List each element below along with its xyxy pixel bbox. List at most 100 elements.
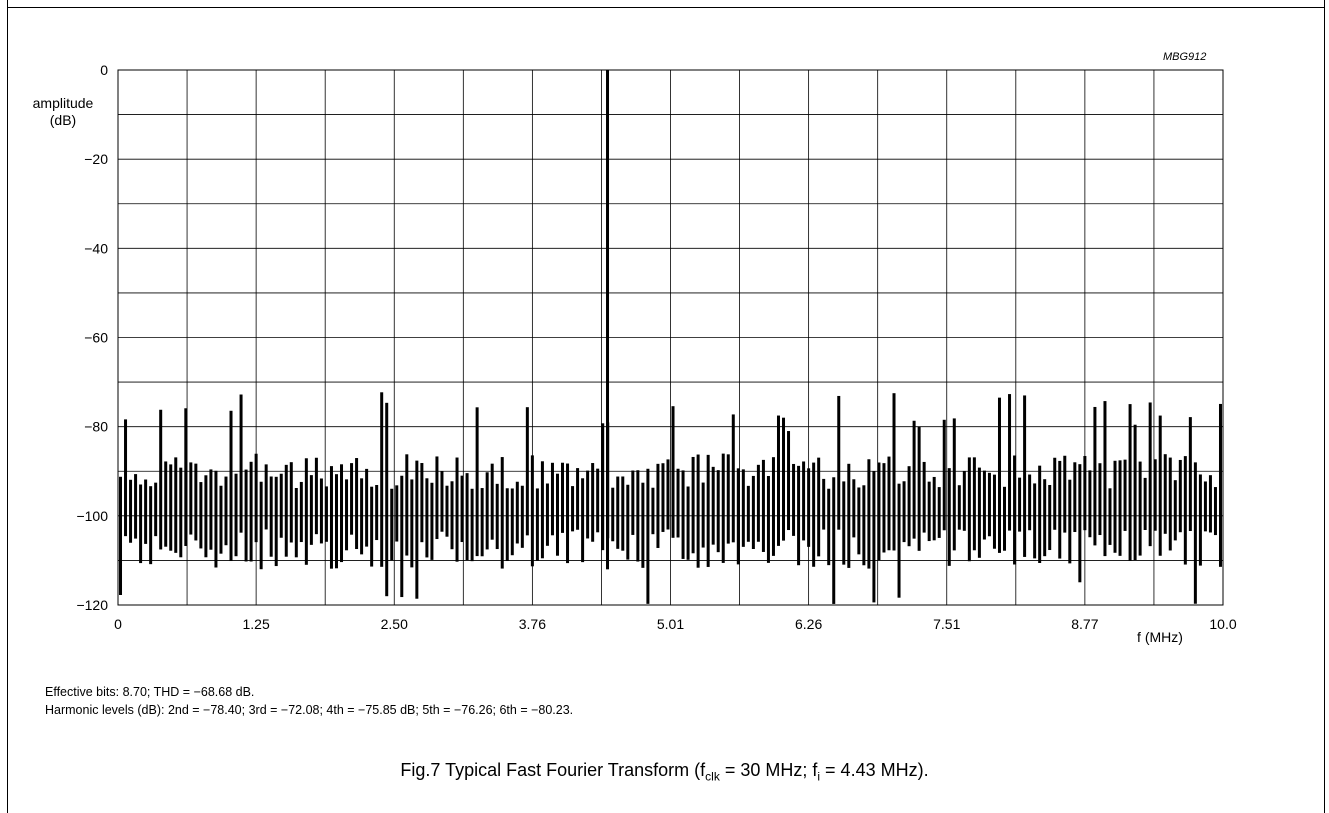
spectrum-bar (264, 464, 268, 530)
spectrum-bar (355, 458, 359, 550)
spectrum-bar (345, 479, 349, 551)
spectrum-bar (159, 409, 163, 550)
spectrum-bar (319, 478, 323, 544)
spectrum-bar (942, 419, 946, 531)
spectrum-bar (862, 485, 866, 566)
spectrum-bar (244, 469, 248, 562)
x-tick-label: 2.50 (381, 616, 408, 632)
spectrum-bar (676, 468, 680, 538)
spectrum-bar (1083, 456, 1087, 531)
spectrum-bar (601, 423, 605, 551)
spectrum-bar (390, 488, 394, 561)
spectrum-bar (164, 461, 168, 547)
spectrum-bar (440, 471, 444, 532)
spectrum-bar (259, 481, 263, 570)
spectrum-bar (761, 459, 765, 552)
spectrum-bar (566, 463, 570, 564)
spectrum-bar (329, 466, 333, 569)
spectrum-bar (1123, 459, 1127, 531)
spectrum-bar (646, 468, 650, 604)
grid (117, 69, 1224, 606)
spectrum-bar (1138, 461, 1142, 556)
spectrum-bar (666, 459, 670, 530)
figure-frame-top (7, 7, 1325, 8)
spectrum-bar (746, 485, 750, 542)
spectrum-bar (214, 470, 218, 568)
spectrum-bar (591, 463, 595, 542)
spectrum-bar (1108, 488, 1112, 545)
spectrum-bar (249, 461, 253, 562)
spectrum-bars (119, 70, 1222, 604)
y-tick-label: −80 (84, 419, 108, 435)
x-tick-label: 0 (114, 616, 122, 632)
spectrum-bar (661, 463, 665, 532)
spectrum-bar (1103, 401, 1107, 557)
x-axis-label: f (MHz) (1137, 629, 1183, 645)
spectrum-bar (515, 481, 519, 544)
spectrum-bar (1033, 483, 1037, 559)
spectrum-bar (119, 476, 123, 595)
spectrum-bar (1173, 480, 1177, 541)
spectrum-bar (239, 394, 243, 533)
spectrum-bar (385, 402, 389, 597)
spectrum-bar (545, 483, 549, 546)
spectrum-bar (852, 479, 856, 538)
spectrum-bar (505, 488, 509, 562)
spectrum-bar (1018, 477, 1022, 532)
harmonic-levels-note: Harmonic levels (dB): 2nd = −78.40; 3rd … (45, 703, 574, 717)
spectrum-bar (1068, 479, 1072, 564)
spectrum-bar (947, 468, 951, 566)
spectrum-bar (822, 478, 826, 530)
spectrum-bar (375, 484, 379, 541)
spectrum-bar (405, 454, 409, 556)
fundamental-bar (606, 70, 610, 570)
spectrum-bar (254, 453, 258, 543)
spectrum-bar (1148, 402, 1152, 547)
caption-suffix: = 4.43 MHz). (820, 760, 929, 780)
spectrum-bar (842, 481, 846, 565)
spectrum-bar (1028, 474, 1032, 531)
spectrum-bar (997, 397, 1001, 553)
spectrum-bar (1093, 406, 1097, 546)
spectrum-bar (812, 462, 816, 567)
spectrum-bar (1113, 460, 1117, 553)
spectrum-bar (410, 479, 414, 568)
axis-labels: 0 −20 −40 −60 −80 −100 −120 0 1.25 2.50 3.76 5.01 6.… (33, 62, 1237, 645)
spectrum-bar (716, 470, 720, 553)
spectrum-bar (987, 472, 991, 537)
spectrum-bar (1038, 465, 1042, 563)
spectrum-bar (169, 464, 173, 551)
spectrum-bar (1163, 454, 1167, 534)
spectrum-bar (234, 473, 238, 557)
spectrum-bar (154, 482, 158, 537)
spectrum-bar (792, 463, 796, 536)
spectrum-bar (711, 466, 715, 545)
spectrum-bar (586, 470, 590, 539)
caption-clk-sub: clk (705, 769, 720, 784)
spectrum-bar (360, 478, 364, 555)
spectrum-bar (797, 465, 801, 566)
spectrum-bar (1043, 479, 1047, 557)
y-tick-label: −100 (76, 508, 108, 524)
spectrum-bar (807, 468, 811, 547)
spectrum-bar (1048, 484, 1052, 551)
spectrum-bar (1078, 464, 1082, 583)
spectrum-bar (576, 468, 580, 530)
spectrum-bar (1218, 403, 1222, 567)
spectrum-bar (902, 481, 906, 543)
spectrum-bar (475, 407, 479, 557)
y-axis-label: (dB) (50, 112, 76, 128)
spectrum-bar (204, 475, 208, 558)
spectrum-bar (1208, 475, 1212, 533)
spectrum-bar (917, 426, 921, 551)
spectrum-bar (124, 419, 128, 537)
spectrum-bar (1003, 486, 1007, 551)
spectrum-bar (857, 487, 861, 555)
spectrum-bar (1013, 455, 1017, 565)
caption-prefix: Fig.7 Typical Fast Fourier Transform (f (400, 760, 706, 780)
spectrum-bar (209, 469, 213, 550)
spectrum-bar (525, 407, 529, 536)
spectrum-bar (741, 469, 745, 547)
spectrum-bar (696, 454, 700, 568)
spectrum-bar (701, 482, 705, 548)
